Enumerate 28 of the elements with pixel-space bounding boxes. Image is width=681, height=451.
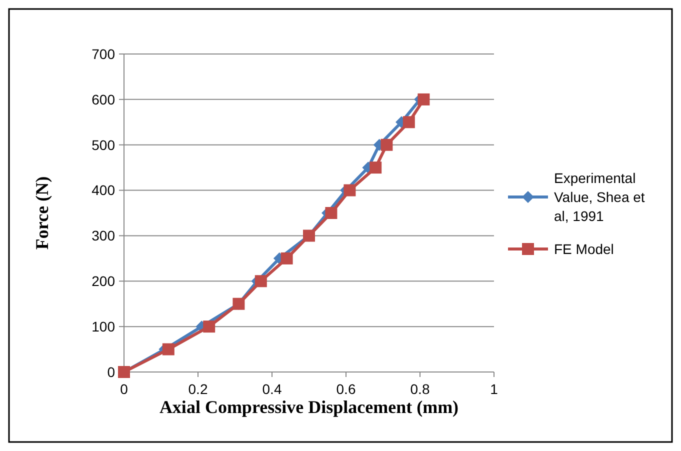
x-axis-title: Axial Compressive Displacement (mm) [159,397,459,417]
point [380,138,393,151]
y-tick-label: 100 [92,318,116,334]
point [280,252,293,264]
y-axis-title: Force (N) [32,176,52,250]
point [203,320,216,333]
y-tick-label: 600 [92,91,116,108]
x-tick-label: 0.4 [262,381,282,397]
point [402,116,415,128]
y-tick-label: 500 [92,136,116,153]
x-tick-label: 0.6 [336,381,356,397]
y-tick-label: 300 [92,228,116,244]
point [370,162,382,174]
x-tick-label: 0.2 [188,381,208,397]
y-tick-label: 700 [92,46,116,62]
legend-label: FE Model [554,240,614,257]
point [418,93,430,106]
x-tick-label: 0.8 [410,381,430,397]
legend-label: Experimental Value, Shea et al, 1991 [554,170,645,224]
point [344,184,356,196]
y-tick-label: 400 [92,182,116,198]
point [162,343,174,356]
point [254,275,267,288]
x-tick-label: 1 [490,381,498,397]
y-tick-label: 200 [92,273,116,290]
y-tick-label: 0 [107,364,116,380]
x-tick-label: 0 [120,381,128,397]
point [325,207,338,219]
